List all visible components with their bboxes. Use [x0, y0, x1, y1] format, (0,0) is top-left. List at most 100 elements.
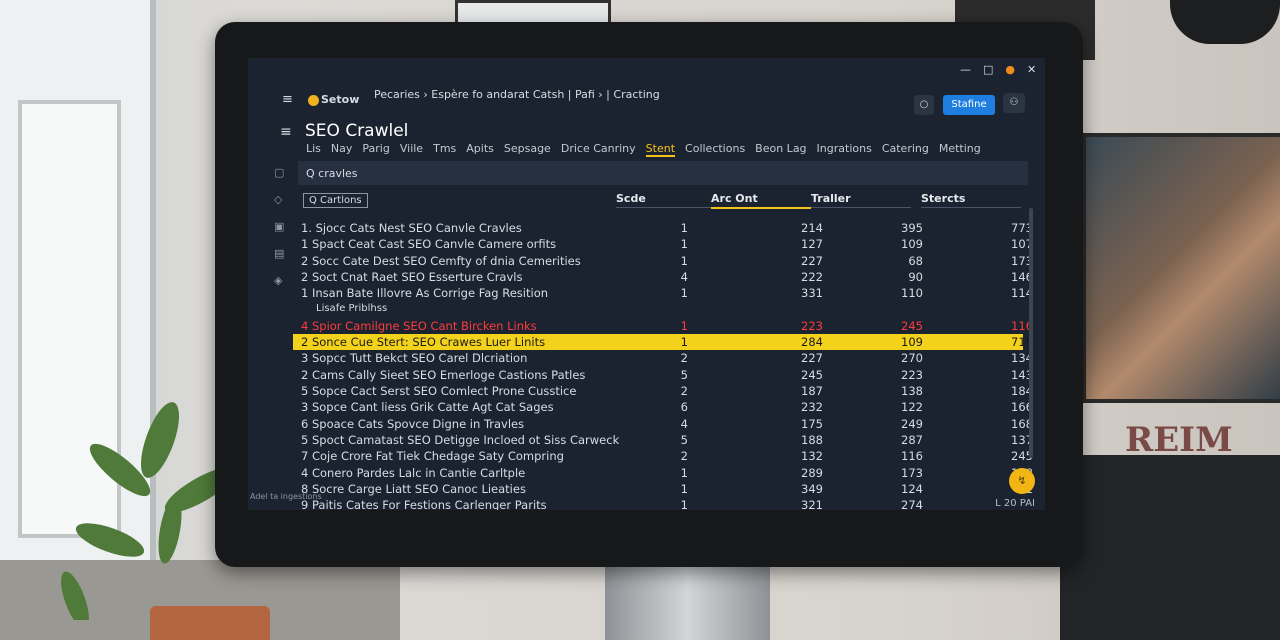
tab[interactable]: Apits — [466, 142, 494, 155]
row-title[interactable]: 2 Cams Cally Sieet SEO Emerloge Castions… — [301, 367, 586, 382]
brand: Setow — [321, 93, 360, 106]
tab[interactable]: Stent — [645, 142, 676, 157]
cell-value: 331 — [801, 286, 823, 301]
user-button[interactable]: ⚇ — [1003, 93, 1025, 113]
side-menu-icon[interactable]: ≡ — [280, 124, 292, 140]
tab[interactable]: Ingrations — [816, 142, 872, 155]
cell-value: 223 — [901, 367, 923, 382]
window-control[interactable]: □ — [983, 63, 994, 76]
cell-value: 2 — [680, 384, 688, 398]
cell-value: 5 — [680, 367, 688, 382]
cell-value: 90 — [908, 269, 923, 284]
cell-value: 4 — [680, 416, 688, 431]
tab[interactable]: Parig — [362, 142, 390, 155]
row-title[interactable]: 5 Spoct Camatast SEO Detigge Incloed ot … — [301, 432, 620, 447]
row-title[interactable]: 6 Spoace Cats Spovce Digne in Travles — [301, 416, 525, 431]
tab[interactable]: Nay — [330, 142, 353, 155]
cell-value: 146 — [1011, 269, 1033, 284]
cell-value: 1 — [680, 498, 688, 510]
column-header[interactable]: Scde — [616, 192, 716, 208]
lamp — [1170, 0, 1280, 44]
cell-value: 395 — [901, 221, 923, 235]
column-header[interactable]: Traller — [811, 192, 911, 208]
cell-value: 173 — [1011, 253, 1033, 268]
window-control[interactable]: — — [960, 63, 971, 76]
row-title[interactable]: 3 Sopce Cant liess Grik Catte Agt Cat Sa… — [301, 400, 554, 415]
column-header[interactable]: Arc Ont — [711, 192, 811, 209]
search-bar[interactable] — [298, 161, 1028, 185]
cell-value: 1 — [680, 335, 688, 350]
window-control[interactable]: ✕ — [1027, 63, 1037, 76]
sidebar-icon[interactable]: ◈ — [274, 274, 283, 287]
cell-value: 287 — [901, 432, 923, 447]
tab[interactable]: Sepsage — [503, 142, 551, 155]
tab[interactable]: Viile — [399, 142, 424, 155]
cell-value: 127 — [801, 237, 823, 252]
row-title[interactable]: 7 Coje Crore Fat Tiek Chedage Saty Compr… — [301, 449, 564, 464]
cell-value: 173 — [901, 465, 923, 480]
row-title[interactable]: 4 Spior Camilgne SEO Cant Bircken Links — [301, 318, 537, 333]
cell-value: 1 — [680, 465, 688, 480]
row-title[interactable]: 1 Spact Ceat Cast SEO Canvle Camere orfi… — [301, 237, 557, 252]
cell-value: 6 — [680, 400, 688, 415]
monitor-stand — [605, 560, 770, 640]
cell-value: 270 — [901, 351, 923, 366]
primary-button[interactable]: Stafine — [943, 95, 995, 115]
cell-value: 138 — [901, 384, 923, 398]
cell-value: 68 — [908, 253, 923, 268]
cell-value: 1 — [680, 318, 688, 333]
row-title[interactable]: Lisafe Priblhss — [316, 302, 388, 314]
cell-value: 175 — [801, 416, 823, 431]
cell-value: 166 — [1011, 400, 1033, 415]
row-title[interactable]: 2 Soct Cnat Raet SEO Esserture Cravls — [301, 269, 523, 284]
scrollbar[interactable] — [1029, 208, 1033, 458]
tab[interactable]: Catering — [881, 142, 929, 155]
tab[interactable]: Metting — [938, 142, 981, 155]
cell-value: 114 — [1011, 286, 1033, 301]
row-title[interactable]: 2 Socc Cate Dest SEO Cemfty of dnia Ceme… — [301, 253, 581, 268]
cell-value: 214 — [801, 221, 823, 235]
column-header[interactable]: Stercts — [921, 192, 1021, 208]
sidebar-icon[interactable]: ▢ — [274, 166, 285, 179]
row-title[interactable]: 1 Insan Bate Illovre As Corrige Fag Resi… — [301, 286, 549, 301]
sidebar-icon[interactable]: ▣ — [274, 220, 285, 233]
cell-value: 109 — [901, 335, 923, 350]
tab[interactable]: Lis — [306, 142, 321, 155]
cell-value: 132 — [801, 449, 823, 464]
cell-value: 122 — [901, 400, 923, 415]
status: L 20 PAI — [995, 498, 1035, 509]
cell-value: 124 — [901, 481, 923, 496]
row-title[interactable]: 8 Socre Carge Liatt SEO Canoc Lieaties — [301, 481, 526, 496]
cell-value: 168 — [1011, 416, 1033, 431]
row-title[interactable]: 4 Conero Pardes Lalc in Cantie Carltple — [301, 465, 526, 480]
window-controls: — □ ● ✕ — [960, 63, 1036, 76]
row-title[interactable]: 3 Sopcc Tutt Bekct SEO Carel Dlcriation — [301, 351, 528, 366]
cell-value: 222 — [801, 269, 823, 284]
tab[interactable]: Collections — [685, 142, 746, 155]
fab-button[interactable]: ↯ — [1009, 468, 1035, 494]
cell-value: 1 — [680, 221, 688, 235]
row-title[interactable]: 2 Sonce Cue Stert: SEO Crawes Luer Linit… — [301, 335, 546, 350]
cell-value: 116 — [901, 449, 923, 464]
cell-value: 715 — [1011, 335, 1033, 350]
window-control[interactable]: ● — [1005, 63, 1016, 76]
tab[interactable]: Beon Lag — [755, 142, 807, 155]
cell-value: 107 — [1011, 237, 1033, 252]
cell-value: 245 — [901, 318, 923, 333]
filter-box[interactable]: Q Cartlons — [303, 193, 368, 208]
cell-value: 349 — [801, 481, 823, 496]
row-title[interactable]: 9 Paitis Cates For Festions Carlenger Pa… — [301, 498, 547, 510]
sidebar-icon[interactable]: ◇ — [274, 193, 283, 206]
menu-icon[interactable]: ≡ — [282, 92, 293, 107]
tab[interactable]: Tms — [433, 142, 457, 155]
sidebar-icon[interactable]: ▤ — [274, 247, 285, 260]
row-title[interactable]: 1. Sjocc Cats Nest SEO Canvle Cravles — [301, 221, 522, 235]
cell-value: 232 — [801, 400, 823, 415]
icon-button[interactable]: ○ — [914, 95, 934, 115]
tab[interactable]: Drice Canriny — [560, 142, 636, 155]
selected-row[interactable] — [293, 334, 1023, 351]
cell-value: 227 — [801, 253, 823, 268]
cell-value: 116 — [1011, 318, 1033, 333]
cell-value: 1 — [680, 253, 688, 268]
row-title[interactable]: 5 Sopce Cact Serst SEO Comlect Prone Cus… — [301, 384, 577, 398]
